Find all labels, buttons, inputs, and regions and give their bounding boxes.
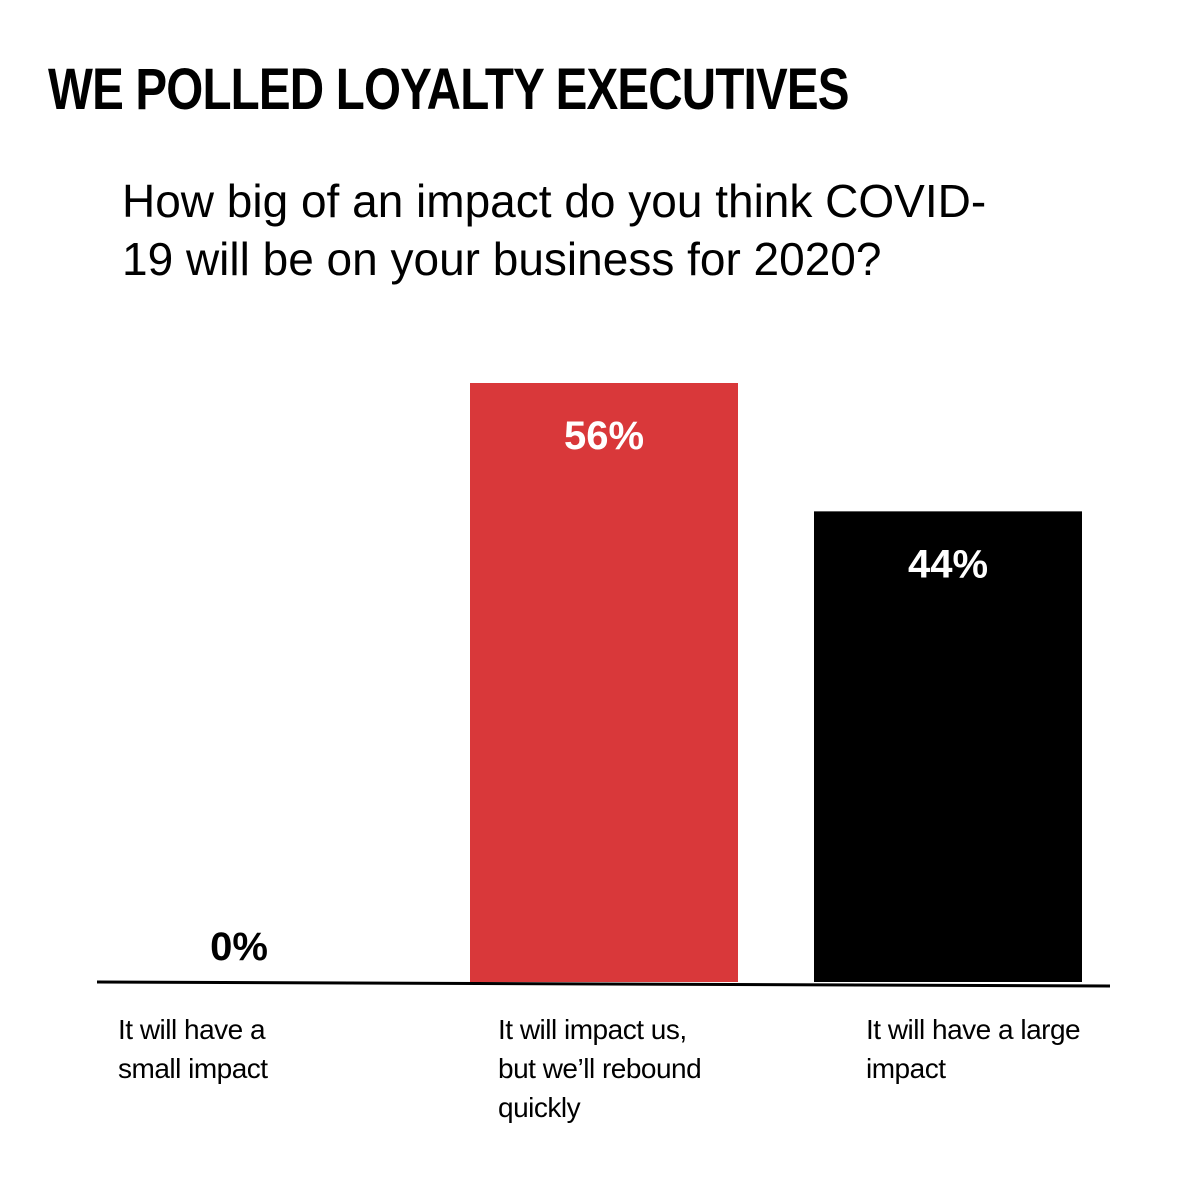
bar-2 [470,383,738,982]
labels-group: 0% It will have a small impact 56% It will i… [118,414,1081,1123]
page-title: WE POLLED LOYALTY EXECUTIVES [48,57,849,122]
bar-value-label-2: 56% [564,414,644,458]
survey-question: How big of an impact do you think COVID-… [122,175,987,285]
bar-3 [814,511,1082,982]
category-label-1-line-1: It will have a [118,1014,266,1045]
category-label-1-line-2: small impact [118,1053,268,1084]
category-label-3-line-1: It will have a large [866,1014,1080,1045]
bar-value-label-1: 0% [210,925,268,969]
bar-value-label-3: 44% [908,542,988,586]
category-label-2-line-2: but we’ll rebound [498,1053,701,1084]
category-label-3-line-2: impact [866,1053,946,1084]
category-label-2-line-3: quickly [498,1092,581,1123]
category-label-2-line-1: It will impact us, [498,1014,687,1045]
bars-group [470,383,1082,982]
x-axis-baseline [96,980,1111,988]
